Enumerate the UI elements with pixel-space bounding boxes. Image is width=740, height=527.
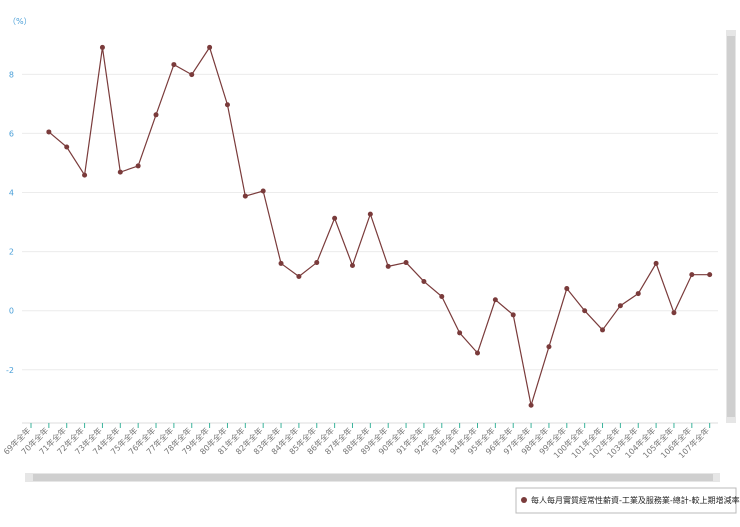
point	[135, 163, 141, 169]
point	[600, 327, 606, 333]
point	[707, 272, 713, 278]
point	[99, 44, 105, 50]
point	[171, 62, 177, 68]
y-tick-label: 0	[9, 307, 14, 316]
legend-label: 每人每月實質經常性薪資-工業及服務業-總計-較上期增減率	[531, 495, 740, 505]
legend-marker	[521, 497, 527, 503]
point	[671, 310, 677, 316]
y-unit: （%）	[8, 17, 32, 26]
point	[617, 303, 623, 309]
legend-box	[515, 487, 737, 514]
point	[260, 188, 266, 194]
y-tick-label: 4	[9, 189, 14, 198]
point	[349, 263, 355, 269]
h-scroll-thumb[interactable]	[33, 474, 713, 481]
y-tick-label: 2	[9, 248, 14, 257]
point	[242, 193, 248, 199]
point	[224, 102, 230, 108]
point	[439, 294, 445, 300]
point	[564, 286, 570, 292]
point	[421, 278, 427, 284]
point	[314, 260, 320, 266]
point	[457, 330, 463, 336]
point	[82, 172, 88, 178]
line	[48, 46, 710, 406]
point	[528, 402, 534, 408]
point	[635, 291, 641, 297]
point	[189, 72, 195, 78]
y-tick-label: -2	[6, 366, 14, 375]
point	[403, 260, 409, 266]
point	[367, 211, 373, 217]
point	[278, 260, 284, 266]
y-tick-label: 8	[9, 70, 14, 79]
point	[207, 44, 213, 50]
point	[46, 129, 52, 135]
point	[492, 297, 498, 303]
y-tick-label: 6	[9, 129, 14, 138]
point	[296, 273, 302, 279]
point	[546, 344, 552, 350]
point	[64, 144, 70, 150]
v-scroll-thumb[interactable]	[727, 36, 735, 417]
point	[117, 169, 123, 175]
point	[582, 308, 588, 314]
point	[332, 215, 338, 221]
point	[153, 112, 159, 118]
point	[475, 350, 480, 356]
point	[510, 312, 516, 318]
point	[385, 263, 391, 269]
point	[653, 260, 659, 266]
point	[689, 272, 695, 278]
